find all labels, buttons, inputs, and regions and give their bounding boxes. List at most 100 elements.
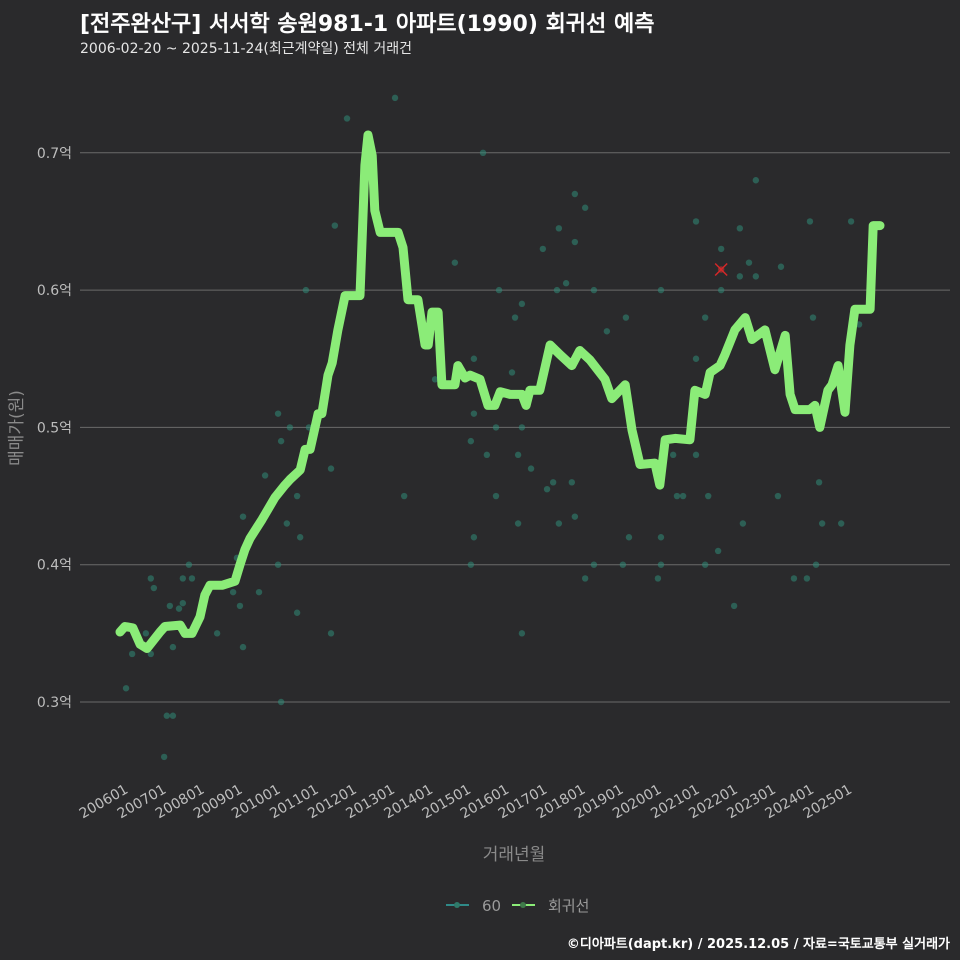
data-point [150,584,158,592]
data-point [625,534,633,541]
data-point [692,355,700,362]
data-point [717,286,725,294]
data-point [492,424,500,431]
data-point [274,410,282,417]
data-point [622,314,630,321]
data-point [806,218,814,225]
data-point [518,424,526,431]
data-point [255,588,263,596]
data-point [803,575,811,582]
data-point [261,472,269,479]
data-point [837,520,845,527]
data-point [774,492,782,500]
data-point [549,479,557,486]
data-point [739,520,747,527]
data-point [470,410,478,417]
latest-trade-x-icon [714,262,728,277]
data-point [327,465,335,472]
data-point [847,218,855,225]
data-point [657,534,665,541]
source-footer: ©디아파트(dapt.kr) / 2025.12.05 / 자료=국토교통부 실… [566,937,950,952]
data-point [581,204,589,211]
data-point [673,492,681,500]
y-tick-label: 0.3억 [37,695,72,711]
data-point [122,685,130,692]
data-point [571,238,579,246]
data-point [568,479,576,486]
data-point [692,218,700,225]
data-point [302,286,310,294]
data-point [812,561,820,568]
data-point [431,376,439,383]
data-point [188,575,196,582]
data-point [169,643,177,651]
data-point [293,609,301,616]
data-point [479,149,487,156]
data-point [590,561,598,568]
data-point [657,286,665,294]
data-point [160,753,168,761]
y-axis-title: 매매가(원) [7,390,27,466]
data-point [492,492,500,500]
data-point [391,94,399,102]
data-point [239,643,247,651]
data-point [163,712,171,719]
legend-label-60: 60 [482,897,501,915]
data-point [571,513,579,520]
data-point [179,599,187,607]
chart-subtitle: 2006-02-20 ~ 2025-11-24(최근계약일) 전체 거래건 [80,41,412,57]
legend-label-regression: 회귀선 [548,897,589,915]
data-point [277,437,285,445]
data-point [669,451,677,459]
data-point [818,520,826,527]
data-point [603,328,611,335]
data-point [555,520,563,527]
y-tick-label: 0.7억 [37,146,72,162]
data-point [286,424,294,431]
data-point [745,259,753,266]
y-tick-label: 0.4억 [37,558,72,574]
data-point [508,369,516,376]
data-point [571,190,579,198]
data-point [239,513,247,520]
data-point [331,222,339,229]
data-point [293,492,301,500]
legend-regression-dot-icon [520,902,526,908]
data-point [327,630,335,637]
data-point [274,561,282,568]
data-point [809,314,817,321]
data-point [518,300,526,308]
data-point [730,602,738,610]
data-point [277,698,285,706]
data-point [213,630,221,637]
chart-title: [전주완산구] 서서학 송원981-1 아파트(1990) 회귀선 예측 [80,12,655,37]
legend: 60 회귀선 [446,897,589,915]
legend-60-dot-icon [454,902,460,908]
data-point [495,286,503,294]
data-point [752,177,760,184]
data-point [777,263,785,270]
data-point [400,492,408,500]
data-point [701,561,709,568]
data-point [701,314,709,321]
data-point [467,437,475,445]
data-point [518,630,526,637]
data-point [815,479,823,486]
data-point [679,492,687,500]
data-point [229,588,237,596]
data-point [451,259,459,266]
data-point [581,575,589,582]
data-point [752,273,760,280]
data-point [736,225,744,232]
data-point [467,561,475,568]
y-tick-label: 0.6억 [37,283,72,299]
data-point [553,286,561,294]
data-point [619,561,627,568]
data-point [539,245,547,253]
data-point [714,547,722,555]
data-point [470,534,478,541]
x-axis-title: 거래년월 [483,845,546,865]
data-point [185,561,193,568]
data-point [128,650,136,658]
